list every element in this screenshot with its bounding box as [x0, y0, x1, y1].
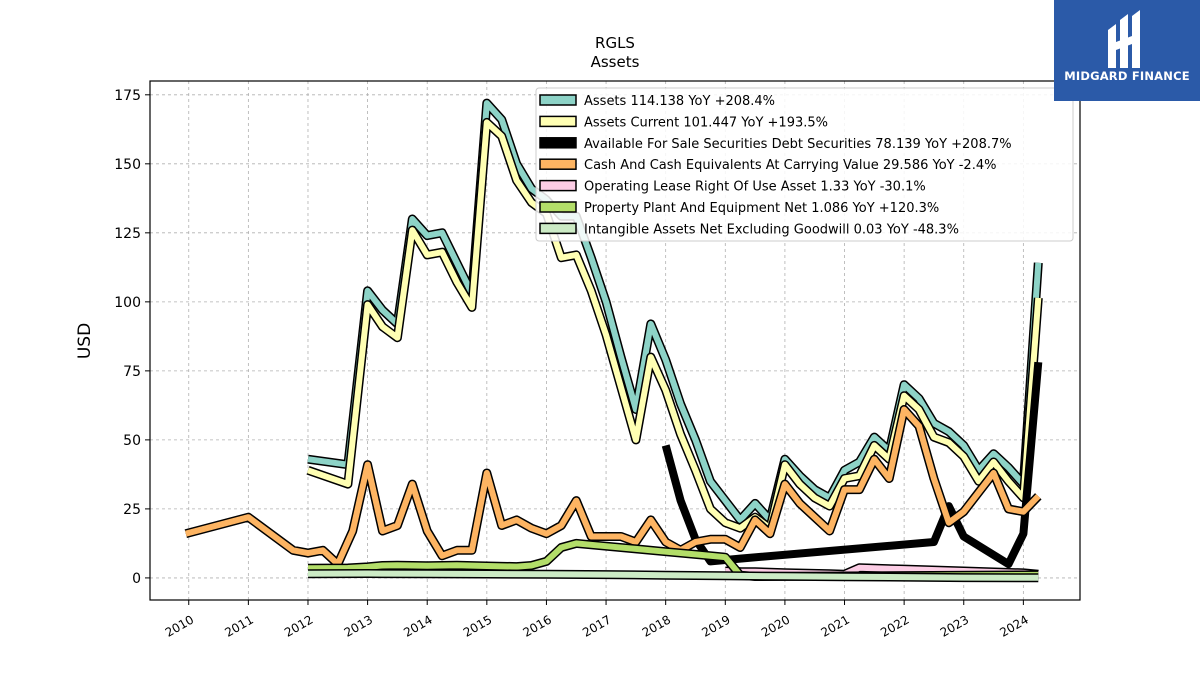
y-axis: 0 25 50 75 100 125 150 175 [114, 88, 150, 587]
y-tick-label: 125 [114, 226, 141, 242]
midgard-logo-icon [1108, 10, 1140, 68]
legend-swatch [539, 158, 577, 170]
series-line [307, 570, 1039, 581]
brand-logo: MIDGARD FINANCE [1054, 0, 1200, 101]
y-tick-label: 100 [114, 295, 141, 311]
x-tick-label: 2014 [401, 612, 434, 639]
y-axis-label: USD [75, 323, 95, 359]
legend-swatch [539, 201, 577, 213]
series-line [307, 119, 1042, 532]
chart-subtitle: Assets [591, 53, 640, 71]
legend-entry: Cash And Cash Equivalents At Carrying Va… [584, 158, 996, 173]
legend-swatch [539, 115, 577, 128]
series-line [661, 361, 1043, 569]
y-tick-label: 50 [123, 433, 141, 449]
x-tick-label: 2010 [163, 612, 196, 639]
x-tick-label: 2023 [938, 612, 971, 639]
legend-entry: Assets Current 101.447 YoY +193.5% [584, 115, 828, 130]
series-line [307, 100, 1042, 523]
y-tick-label: 75 [123, 364, 141, 380]
x-axis: 2010 2011 2012 2013 2014 2015 2016 2017 2018 2019… [163, 600, 1031, 640]
series-line [185, 406, 1041, 568]
x-tick-label: 2011 [222, 612, 255, 639]
legend-swatch [539, 94, 577, 106]
y-tick-label: 150 [114, 157, 141, 173]
x-tick-label: 2013 [342, 612, 375, 639]
series-line [307, 540, 1039, 580]
x-tick-label: 2016 [520, 612, 553, 639]
y-tick-label: 25 [123, 502, 141, 518]
x-tick-label: 2020 [759, 612, 792, 639]
legend: Assets 114.138 YoY +208.4% Assets Current… [535, 87, 1074, 242]
series-lines [184, 98, 1043, 583]
legend-swatch [539, 222, 577, 235]
x-tick-label: 2012 [282, 612, 315, 639]
x-tick-label: 2024 [997, 612, 1030, 639]
y-tick-label: 0 [132, 571, 141, 587]
legend-swatch [539, 137, 577, 149]
legend-entry: Assets 114.138 YoY +208.4% [584, 94, 775, 109]
x-tick-label: 2018 [640, 612, 673, 639]
legend-entry: Intangible Assets Net Excluding Goodwill… [584, 222, 959, 237]
legend-box [535, 87, 1074, 242]
legend-entry: Available For Sale Securities Debt Secur… [584, 137, 1012, 152]
legend-entry: Operating Lease Right Of Use Asset 1.33 … [584, 180, 926, 195]
brand-name: MIDGARD FINANCE [1064, 69, 1190, 83]
legend-swatch [539, 179, 577, 192]
x-tick-label: 2021 [819, 612, 852, 639]
y-tick-label: 175 [114, 88, 141, 104]
legend-entry: Property Plant And Equipment Net 1.086 Y… [584, 201, 939, 216]
x-tick-label: 2017 [580, 612, 613, 639]
x-tick-label: 2019 [699, 612, 732, 639]
plot-area-border [149, 80, 1081, 601]
chart-title: RGLS [595, 34, 635, 52]
x-tick-label: 2015 [461, 612, 494, 639]
x-tick-label: 2022 [878, 612, 911, 639]
